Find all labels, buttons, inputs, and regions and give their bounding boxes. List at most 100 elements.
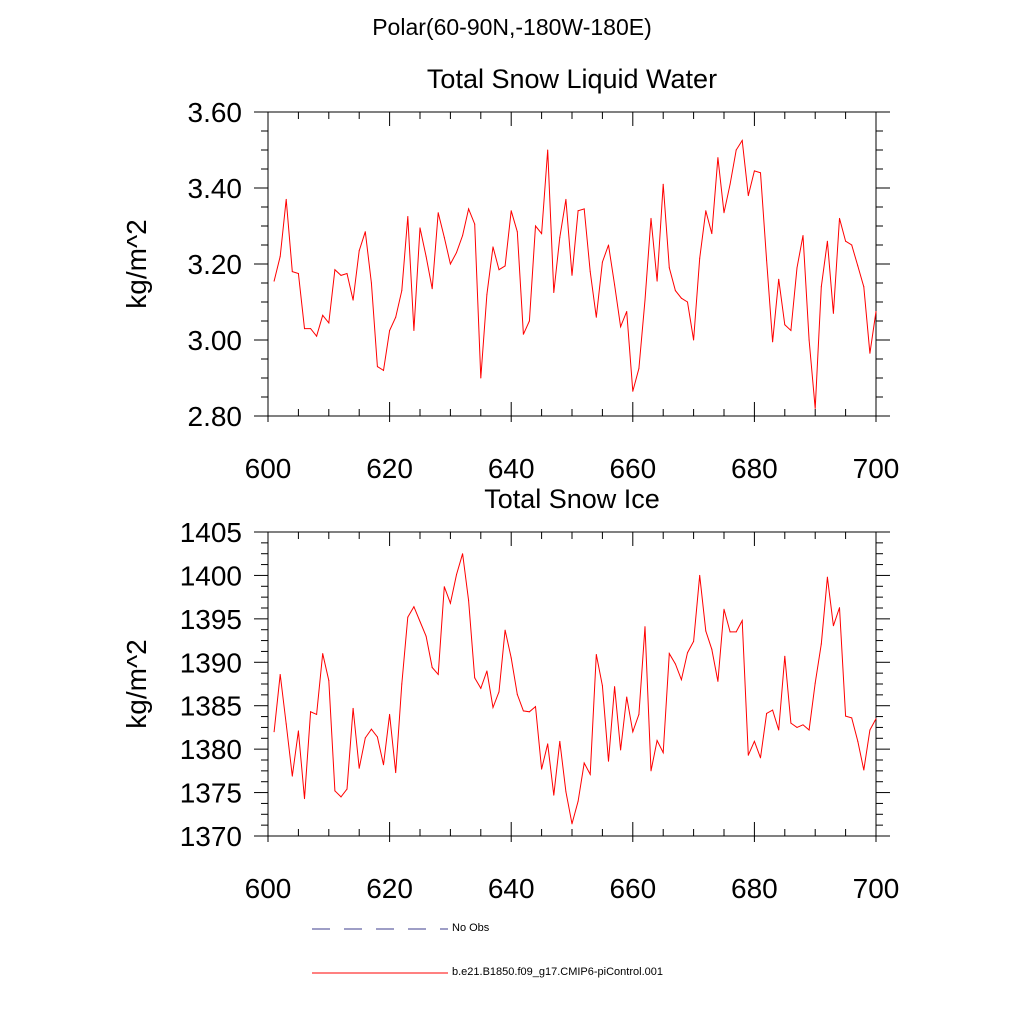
lw-data-point — [425, 255, 427, 257]
lw-data-point — [650, 217, 652, 219]
lw-data-point — [711, 233, 713, 235]
lw-data-point — [620, 326, 622, 328]
si-data-point — [528, 711, 530, 713]
lw-data-point — [328, 322, 330, 324]
legend-model-label: b.e21.B1850.f09_g17.CMIP6-piControl.001 — [452, 966, 663, 978]
si-data-point — [632, 731, 634, 733]
lw-data-point — [857, 265, 859, 267]
si-data-point — [316, 713, 318, 715]
si-data-point — [638, 713, 640, 715]
lw-data-point — [528, 320, 530, 322]
si-data-point — [449, 602, 451, 604]
si-data-point — [273, 731, 275, 733]
si-data-point — [832, 625, 834, 627]
lw-data-point — [577, 210, 579, 212]
si-data-point — [455, 574, 457, 576]
si-data-point — [851, 717, 853, 719]
si-y-tick-label: 1405 — [180, 517, 242, 548]
lw-data-point — [784, 324, 786, 326]
lw-data-point — [455, 252, 457, 254]
lw-data-point — [322, 314, 324, 316]
lw-data-point — [662, 183, 664, 185]
lw-x-tick-label: 660 — [609, 453, 656, 484]
lw-data-point — [729, 183, 731, 185]
lw-data-point — [814, 407, 816, 409]
si-data-point — [413, 606, 415, 608]
lw-data-point — [632, 390, 634, 392]
lw-data-point — [370, 282, 372, 284]
si-data-point — [662, 752, 664, 754]
si-data-point — [595, 653, 597, 655]
lw-data-point — [595, 316, 597, 318]
lw-data-point — [680, 297, 682, 299]
si-data-point — [644, 626, 646, 628]
si-x-tick-label: 680 — [731, 873, 778, 904]
si-data-point — [674, 663, 676, 665]
si-y-axis-label: kg/m^2 — [121, 639, 152, 728]
lw-data-point — [626, 311, 628, 312]
si-data-point — [778, 729, 780, 731]
si-y-tick-label: 1395 — [180, 604, 242, 635]
lw-data-point — [766, 259, 768, 261]
lw-data-point — [614, 284, 616, 286]
lw-data-point — [553, 292, 555, 293]
si-data-point — [735, 631, 737, 633]
si-data-point — [340, 796, 342, 798]
lw-data-point — [802, 235, 804, 236]
si-data-point — [802, 724, 804, 726]
si-y-tick-label: 1380 — [180, 734, 242, 765]
lw-data-point — [407, 216, 409, 217]
si-data-point — [717, 680, 719, 682]
lw-data-point — [522, 333, 524, 335]
si-data-point — [759, 757, 761, 759]
si-y-tick-label: 1375 — [180, 778, 242, 809]
si-data-point — [346, 788, 348, 790]
si-data-point — [334, 790, 336, 792]
si-data-point — [565, 791, 567, 793]
lw-data-point — [364, 231, 366, 233]
lw-data-point — [638, 368, 640, 369]
si-data-point — [364, 737, 366, 739]
si-data-point — [711, 648, 713, 650]
si-data-point — [790, 722, 792, 724]
lw-data-point — [790, 330, 792, 331]
lw-data-point — [389, 330, 391, 331]
si-data-point — [462, 553, 464, 555]
si-data-point — [419, 620, 421, 622]
lw-data-point — [316, 335, 318, 337]
lw-data-point — [699, 257, 701, 259]
si-data-point — [291, 775, 293, 777]
si-data-point — [705, 630, 707, 632]
si-data-point — [687, 652, 689, 654]
lw-data-point — [820, 286, 822, 288]
si-data-point — [383, 764, 385, 766]
lw-data-point — [273, 280, 275, 282]
lw-data-point — [772, 341, 774, 343]
lw-data-point — [340, 274, 342, 276]
lw-data-point — [358, 250, 360, 252]
si-data-point — [808, 729, 810, 731]
si-data-point — [389, 713, 391, 715]
si-data-point — [693, 640, 695, 642]
lw-chart-title: Total Snow Liquid Water — [427, 64, 717, 94]
lw-data-point — [747, 195, 749, 197]
si-data-point — [535, 706, 537, 708]
lw-data-point — [486, 293, 488, 295]
si-data-point — [437, 673, 439, 675]
si-data-point — [492, 706, 494, 708]
si-data-point — [443, 586, 445, 588]
lw-plot-frame — [267, 111, 877, 417]
si-y-tick-label: 1390 — [180, 647, 242, 678]
lw-y-tick-label: 3.40 — [188, 173, 243, 204]
lw-data-point — [468, 208, 470, 210]
lw-data-point — [607, 244, 609, 246]
lw-y-axis-label: kg/m^2 — [121, 219, 152, 308]
si-data-point — [650, 770, 652, 772]
si-x-tick-label: 600 — [245, 873, 292, 904]
si-data-point — [328, 680, 330, 682]
si-plot-frame — [267, 531, 877, 837]
si-data-point — [541, 768, 543, 770]
lw-data-point — [279, 255, 281, 257]
lw-data-point — [492, 246, 494, 248]
si-data-point — [285, 723, 287, 725]
